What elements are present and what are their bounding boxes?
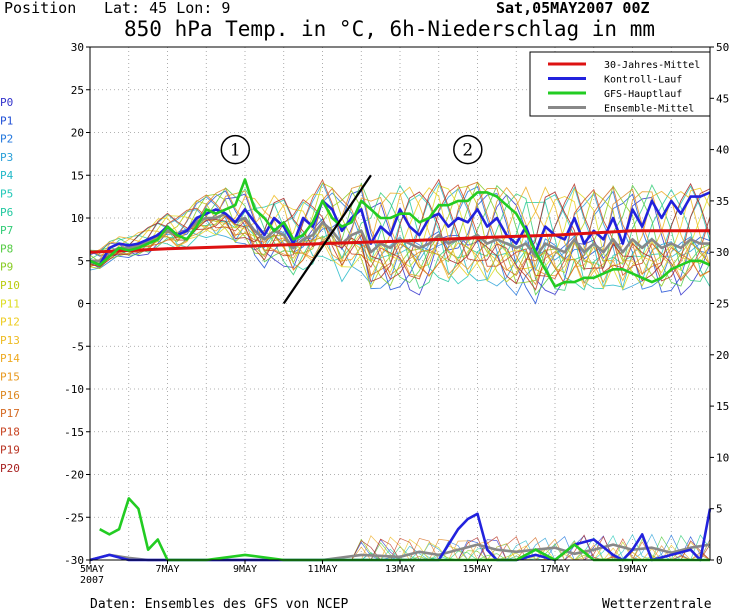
member-line-p18 xyxy=(89,178,711,282)
y-left-tick-label: 5 xyxy=(77,255,84,268)
y-left-tick-label: -20 xyxy=(64,469,84,482)
annotation-label: 2 xyxy=(462,141,473,161)
legend-label: GFS-Hauptlauf xyxy=(604,89,682,100)
annotation-circle xyxy=(453,134,483,165)
legend-label: Kontroll-Lauf xyxy=(604,75,682,86)
y-left-tick-label: 20 xyxy=(71,127,84,140)
annotation-label: 1 xyxy=(230,141,241,161)
y-left-tick-label: -25 xyxy=(64,511,84,524)
member-label-p20: P20 xyxy=(0,462,20,475)
y-right-tick-label: 30 xyxy=(716,246,729,259)
x-tick-label: 7MAY xyxy=(155,564,179,575)
member-label-p7: P7 xyxy=(0,224,13,237)
y-right-tick-label: 20 xyxy=(716,349,729,362)
member-label-p3: P3 xyxy=(0,151,13,164)
legend: 30-Jahres-Mittel Kontroll-Lauf GFS-Hauptla… xyxy=(529,51,711,117)
grid xyxy=(90,47,710,560)
member-label-p0: P0 xyxy=(0,96,13,109)
y-right-tick-label: 40 xyxy=(716,144,729,157)
run-time-label: Sat,05MAY2007 00Z xyxy=(496,0,650,17)
x-tick-label: 13MAY xyxy=(385,564,415,575)
annotation-trend-line xyxy=(282,174,372,305)
series-line-ensemble-mittel xyxy=(90,212,710,263)
member-line-p15 xyxy=(89,186,711,284)
member-labels: P0 P1 P2 P3 P4 P5 P6 P7 P8 P9 P10 P11 P12 P13 P14 P15 P1… xyxy=(0,96,20,475)
member-label-p1: P1 xyxy=(0,114,13,127)
y-left-tick-label: 15 xyxy=(71,169,84,182)
member-line-p11 xyxy=(89,185,711,291)
x-tick-label: 5MAY xyxy=(80,564,104,575)
x-tick-sublabel: 2007 xyxy=(80,575,104,586)
member-label-p18: P18 xyxy=(0,425,20,438)
series-layer xyxy=(89,178,712,562)
series-line-gfs-hauptlauf xyxy=(89,178,711,288)
x-tick-label: 11MAY xyxy=(307,564,337,575)
member-label-p14: P14 xyxy=(0,352,20,365)
member-label-p17: P17 xyxy=(0,407,20,420)
member-label-p6: P6 xyxy=(0,206,13,219)
member-label-p16: P16 xyxy=(0,389,20,402)
member-label-p9: P9 xyxy=(0,261,13,274)
series-line-30-jahres-mittel xyxy=(89,229,710,254)
member-label-p5: P5 xyxy=(0,188,13,201)
y-left-tick-label: 30 xyxy=(71,41,84,54)
y-left-tick-label: -15 xyxy=(64,426,84,439)
lat-lon-label: Lat: 45 Lon: 9 xyxy=(104,0,230,17)
credit-label: Wetterzentrale xyxy=(602,597,712,609)
y-right-tick-label: 50 xyxy=(716,41,729,54)
x-tick-label: 19MAY xyxy=(617,564,647,575)
y-left-tick-label: -5 xyxy=(71,340,84,353)
legend-label: 30-Jahres-Mittel xyxy=(604,60,700,71)
y-right-tick-label: 10 xyxy=(716,451,729,464)
y-right-tick-label: 45 xyxy=(716,92,729,105)
member-label-p13: P13 xyxy=(0,334,20,347)
member-label-p15: P15 xyxy=(0,371,20,384)
y-right-tick-label: 0 xyxy=(716,554,723,567)
y-left-tick-label: -10 xyxy=(64,383,84,396)
member-line-p17 xyxy=(89,181,711,285)
position-label: Position xyxy=(4,0,76,17)
annotation-circle xyxy=(220,134,251,165)
member-label-p4: P4 xyxy=(0,169,14,182)
x-tick-label: 9MAY xyxy=(233,564,257,575)
y-right-tick-label: 25 xyxy=(716,298,729,311)
x-tick-label: 15MAY xyxy=(462,564,492,575)
axes: 302520151050-5-10-15-20-25-3050454035302… xyxy=(64,41,729,586)
y-right-tick-label: 35 xyxy=(716,195,729,208)
member-label-p8: P8 xyxy=(0,242,13,255)
data-source-label: Daten: Ensembles des GFS von NCEP xyxy=(90,597,348,609)
member-label-p19: P19 xyxy=(0,444,20,457)
member-label-p12: P12 xyxy=(0,316,20,329)
y-left-tick-label: 0 xyxy=(77,298,84,311)
chart-title: 850 hPa Temp. in °C, 6h-Niederschlag in … xyxy=(124,17,655,41)
member-label-p2: P2 xyxy=(0,133,13,146)
legend-label: Ensemble-Mittel xyxy=(604,104,694,115)
member-line-p9 xyxy=(89,181,711,287)
y-right-tick-label: 5 xyxy=(716,503,723,516)
y-left-tick-label: -30 xyxy=(64,554,84,567)
member-label-p10: P10 xyxy=(0,279,20,292)
y-left-tick-label: 25 xyxy=(71,84,84,97)
y-right-tick-label: 15 xyxy=(716,400,729,413)
member-label-p11: P11 xyxy=(0,297,20,310)
x-tick-label: 17MAY xyxy=(540,564,570,575)
y-left-tick-label: 10 xyxy=(71,212,84,225)
